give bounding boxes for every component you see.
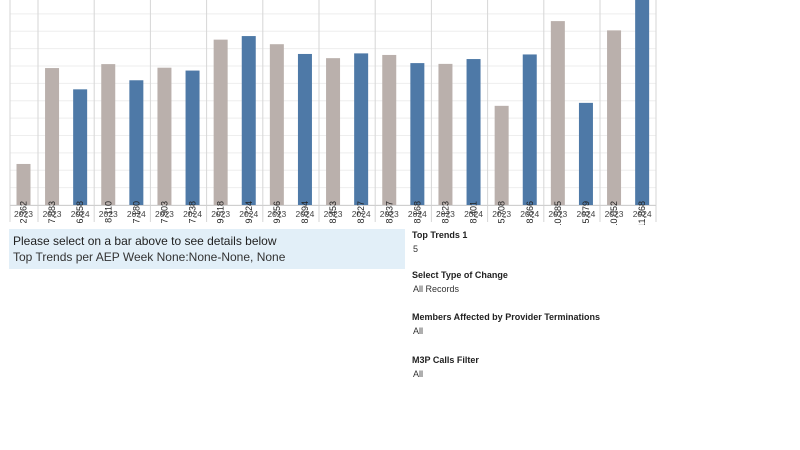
x-tick-label: 2023 (324, 209, 343, 219)
bar-2023 (382, 54, 397, 205)
x-tick-label: 2024 (633, 209, 652, 219)
bar-value-label: 5,708 (497, 201, 507, 224)
bar-2023 (45, 68, 60, 205)
filter-m3p-calls[interactable]: M3P Calls Filter All (412, 355, 479, 379)
x-tick-label: 2024 (576, 209, 595, 219)
x-tick-label: 2024 (239, 209, 258, 219)
bar-2023 (550, 21, 565, 206)
filter-top-trends[interactable]: Top Trends 1 5 (412, 230, 467, 254)
x-tick-label: 2024 (352, 209, 371, 219)
bar-2024 (522, 54, 537, 205)
bar-2024 (297, 53, 312, 205)
bar-value-label: 7,738 (188, 201, 198, 224)
x-tick-label: 2024 (127, 209, 146, 219)
filter-value[interactable]: All Records (413, 284, 460, 294)
filter-title: M3P Calls Filter (412, 355, 479, 365)
bar-2024 (578, 102, 593, 205)
bar-value-label: 2,362 (19, 201, 29, 224)
x-tick-label: 2023 (99, 209, 118, 219)
bar-2023 (326, 58, 341, 205)
bar-2024 (466, 59, 481, 206)
top-trends-week-label: Top Trends per AEP Week None:None-None, … (13, 250, 286, 264)
bar-2023 (269, 44, 284, 205)
bar-value-label: 9,724 (244, 201, 254, 224)
x-tick-label: 2023 (605, 209, 624, 219)
filter-value[interactable]: All (413, 326, 424, 336)
filter-title: Top Trends 1 (412, 230, 468, 240)
bar-2024 (241, 36, 256, 205)
bar-value-label: 7,903 (159, 201, 169, 224)
x-tick-label: 2023 (43, 209, 62, 219)
selection-prompt: Please select on a bar above to see deta… (13, 234, 277, 248)
x-tick-label: 2023 (436, 209, 455, 219)
bar-2024 (129, 80, 144, 205)
bar-2024 (354, 53, 369, 205)
x-tick-label: 2024 (183, 209, 202, 219)
bar-2023 (157, 67, 172, 205)
bar-value-label: 8,694 (300, 201, 310, 224)
bar-2023 (101, 64, 116, 206)
bar-value-label: 10,052 (609, 201, 619, 225)
bar-value-label: 8,453 (328, 201, 338, 224)
bar-value-label: 8,110 (103, 201, 113, 223)
bar-value-label: 9,256 (272, 201, 282, 224)
bar-value-label: 5,879 (581, 201, 591, 224)
bar-2024 (185, 70, 200, 206)
x-tick-label: 2024 (71, 209, 90, 219)
filter-title: Select Type of Change (412, 270, 508, 280)
bar-2024 (73, 89, 88, 205)
x-tick-label: 2023 (211, 209, 230, 219)
bar-value-label: 9,518 (216, 201, 226, 224)
bar-2024 (410, 63, 425, 206)
bar-2023 (438, 63, 453, 206)
x-tick-label: 2023 (267, 209, 286, 219)
bar-2023 (494, 105, 509, 205)
x-tick-label: 2023 (492, 209, 511, 219)
bar-value-label: 8,727 (356, 201, 366, 224)
x-tick-label: 2024 (295, 209, 314, 219)
bar-2023 (213, 39, 228, 206)
bar-value-label: 7,883 (47, 201, 57, 224)
bar-value-label: 10,585 (553, 201, 563, 225)
x-tick-label: 2023 (155, 209, 174, 219)
filter-type-of-change[interactable]: Select Type of Change All Records (412, 270, 508, 294)
bar-value-label: 8,123 (440, 201, 450, 224)
x-tick-label: 2023 (14, 209, 33, 219)
bar-value-label: 11,868 (637, 201, 647, 225)
x-tick-label: 2024 (464, 209, 483, 219)
x-tick-label: 2024 (520, 209, 539, 219)
filter-title: Members Affected by Provider Termination… (412, 312, 601, 322)
bar-value-label: 6,658 (75, 201, 85, 224)
bar-2023 (607, 30, 622, 205)
bar-value-label: 7,180 (131, 201, 141, 224)
x-tick-label: 2023 (380, 209, 399, 219)
x-tick-label: 2023 (548, 209, 567, 219)
x-tick-label: 2024 (408, 209, 427, 219)
filter-value[interactable]: All (413, 369, 424, 379)
bar-2023 (16, 163, 31, 205)
filter-value[interactable]: 5 (413, 244, 419, 254)
filter-provider-terminations[interactable]: Members Affected by Provider Termination… (412, 312, 600, 336)
bar-value-label: 8,168 (412, 201, 422, 224)
bar-2024 (635, 0, 650, 205)
bar-value-label: 8,666 (525, 201, 535, 224)
bar-value-label: 8,401 (469, 201, 479, 224)
bar-value-label: 8,637 (384, 201, 394, 224)
selection-info-panel: Please select on a bar above to see deta… (9, 229, 405, 269)
